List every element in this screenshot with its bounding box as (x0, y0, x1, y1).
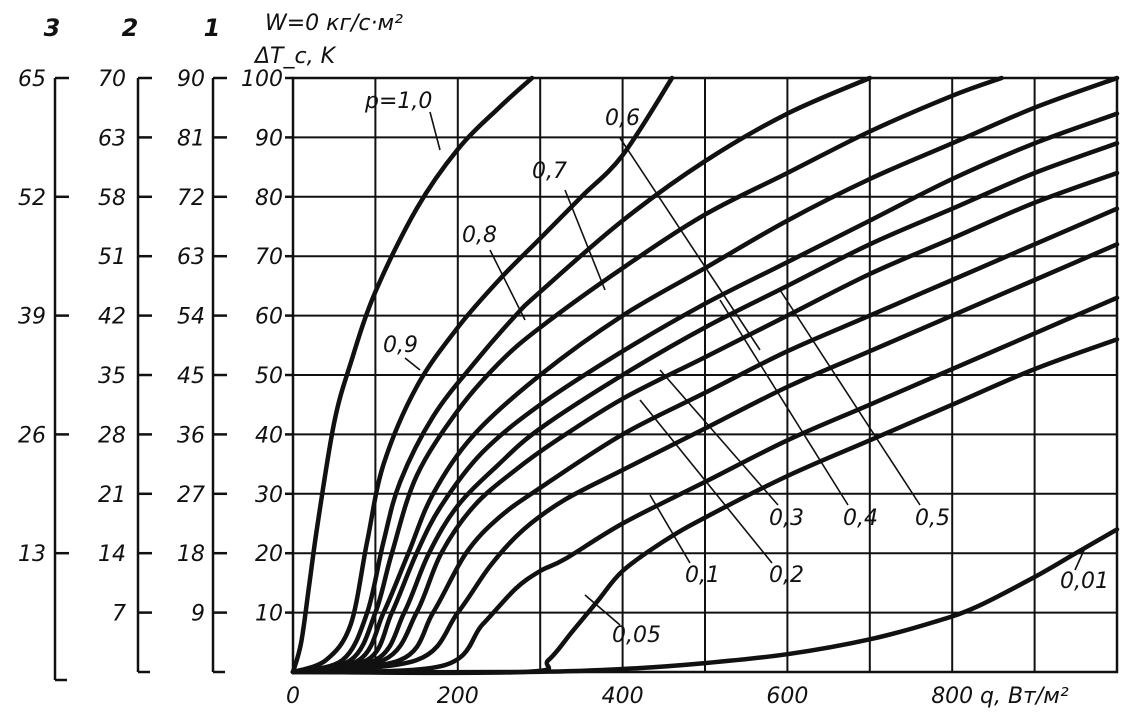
curve-label: 0,05 (612, 623, 661, 648)
curve-label: 0,2 (769, 563, 804, 588)
curve-label-leader (404, 357, 421, 371)
series-line-9 (290, 242, 1120, 675)
series-line-7 (290, 170, 1120, 675)
series-line-12 (290, 527, 1120, 675)
y-tick-label: 10 (255, 602, 283, 627)
text-layer: W=0 кг/с·м² ΔT_c, K q, Вт/м² 10203040506… (18, 11, 1109, 709)
x-tick-label: 0 (286, 684, 300, 709)
scale-2-tick-label: 63 (98, 126, 126, 151)
scale-1-title: 1 (204, 14, 221, 42)
curve-label-leader (649, 494, 691, 564)
curve-label-leader (1074, 547, 1086, 571)
series-line-3 (290, 75, 1004, 675)
scale-1-tick-label: 36 (177, 423, 205, 448)
scale-2-tick-label: 7 (112, 602, 126, 627)
scale-2-tick-label: 51 (98, 245, 126, 270)
scale-3-tick-label: 13 (18, 542, 46, 567)
curve-label: 0,3 (769, 506, 804, 531)
scale-2-title: 2 (122, 14, 139, 42)
curve-label: 0,01 (1060, 569, 1109, 594)
curve-label-leader (779, 289, 921, 506)
series-line-4 (290, 75, 1120, 675)
scale-1-tick-label: 63 (177, 245, 205, 270)
scale-2-tick-label: 70 (98, 67, 126, 92)
curve-label-leader (584, 594, 621, 626)
scale-1-tick-label: 81 (177, 126, 205, 151)
scale-1-tick-label: 72 (177, 186, 205, 211)
x-tick-label: 400 (602, 684, 644, 709)
curve-label: 0,4 (843, 506, 878, 531)
curve-label-leader (659, 369, 779, 506)
series-line-5 (290, 111, 1120, 675)
scale-1-tick-label: 54 (177, 305, 205, 330)
y-tick-label: 100 (241, 67, 283, 92)
y-tick-label: 40 (255, 423, 283, 448)
chart-title: W=0 кг/с·м² (265, 11, 403, 36)
scale-3-tick-label: 65 (18, 67, 46, 92)
scale-3-tick-label: 52 (18, 186, 46, 211)
y-tick-label: 80 (255, 186, 283, 211)
x-axis-label: q, Вт/м² (980, 684, 1069, 709)
curve-label-leader (639, 399, 773, 564)
curve-label: 0,7 (532, 159, 567, 184)
series-line-6 (290, 141, 1120, 675)
leader-layer (404, 111, 1086, 626)
series-line-0 (290, 75, 535, 675)
y-tick-label: 60 (255, 305, 283, 330)
curve-label: 0,6 (605, 106, 640, 131)
scale-1-tick-label: 18 (177, 542, 205, 567)
series-line-2 (290, 75, 873, 675)
curve-label-leader (489, 249, 526, 321)
curve-label: 0,1 (685, 563, 720, 588)
scale-1-tick-label: 9 (191, 602, 205, 627)
y-tick-label: 50 (255, 364, 283, 389)
curve-label: p=1,0 (364, 89, 432, 114)
scale-1-tick-label: 27 (177, 483, 205, 508)
curve-label-leader (619, 137, 761, 351)
y-tick-label: 90 (255, 126, 283, 151)
y-tick-label: 30 (255, 483, 283, 508)
scale-2-tick-label: 58 (98, 186, 126, 211)
curve-label: 0,5 (915, 506, 950, 531)
scale-2-tick-label: 35 (98, 364, 126, 389)
curve-label-leader (719, 299, 849, 506)
scale-2-tick-label: 14 (98, 542, 126, 567)
scale-2-tick-label: 28 (98, 423, 126, 448)
curve-label: 0,8 (462, 223, 497, 248)
x-tick-label: 800 (931, 684, 973, 709)
curve-label-leader (564, 189, 606, 291)
scale-1-tick-label: 90 (177, 67, 205, 92)
series-line-10 (290, 295, 1120, 675)
x-tick-label: 200 (437, 684, 479, 709)
y-tick-label: 20 (255, 542, 283, 567)
scale-3-tick-label: 39 (18, 305, 46, 330)
scale-1-tick-label: 45 (177, 364, 205, 389)
y-axis-label: ΔT_c, K (253, 44, 337, 69)
curve-layer (290, 75, 1120, 676)
curve-label: 0,9 (383, 333, 418, 358)
series-line-1 (290, 75, 675, 675)
curve-label-leader (429, 111, 441, 151)
series-line-8 (290, 206, 1120, 675)
scale-3-tick-label: 26 (18, 423, 46, 448)
scale-2-tick-label: 42 (98, 305, 126, 330)
scale-3-title: 3 (44, 14, 61, 42)
x-tick-label: 600 (766, 684, 808, 709)
axis-layer (53, 76, 1119, 682)
y-tick-label: 70 (255, 245, 283, 270)
series-line-11 (290, 337, 1120, 676)
scale-2-tick-label: 21 (98, 483, 126, 508)
